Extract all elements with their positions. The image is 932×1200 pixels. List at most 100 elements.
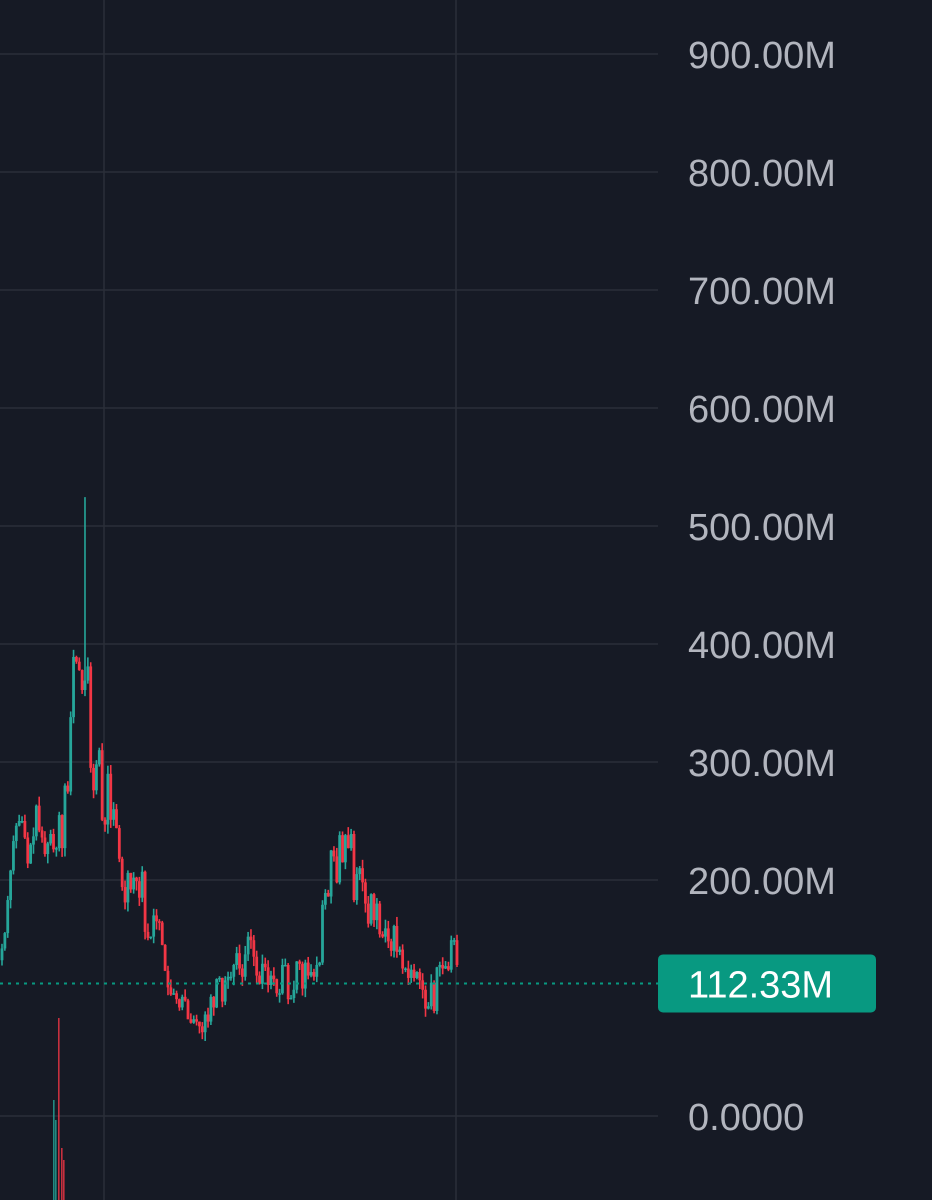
candle	[361, 859, 364, 892]
candle	[12, 835, 15, 875]
candle	[235, 946, 239, 970]
candle	[195, 1014, 198, 1026]
y-tick-label: 800.00M	[688, 153, 836, 195]
grid	[0, 0, 658, 1200]
candle	[409, 964, 413, 983]
candle	[266, 960, 270, 993]
candle	[332, 846, 336, 862]
volume-bar	[63, 1160, 65, 1200]
candle	[163, 944, 167, 972]
candle	[155, 909, 158, 930]
y-tick-label: 600.00M	[688, 389, 836, 431]
candle	[309, 964, 313, 978]
candle	[415, 971, 419, 980]
volume-bars	[53, 1018, 65, 1200]
candle	[95, 760, 98, 795]
candle	[178, 998, 181, 1011]
candle	[238, 944, 241, 975]
candle	[14, 823, 18, 849]
y-axis[interactable]: 900.00M 800.00M 700.00M 600.00M 500.00M 400.0…	[688, 35, 836, 1139]
candle	[364, 878, 367, 913]
candle	[115, 803, 118, 829]
candle	[298, 959, 302, 970]
candle	[255, 950, 259, 984]
candle	[198, 1021, 201, 1034]
current-price-badge: 112.33M	[658, 954, 876, 1013]
candle	[261, 954, 264, 990]
candle	[52, 828, 55, 853]
candle	[92, 763, 95, 799]
candle	[258, 971, 261, 985]
candle	[69, 711, 73, 796]
candle	[212, 996, 216, 1016]
candle	[129, 872, 133, 893]
candles	[0, 497, 459, 1042]
candle	[117, 825, 121, 863]
candle	[312, 968, 316, 981]
candle	[192, 1015, 196, 1024]
y-tick-label: 300.00M	[688, 743, 836, 785]
y-tick-label: 500.00M	[688, 507, 836, 549]
candle	[375, 898, 379, 930]
candle	[306, 956, 310, 980]
candle	[398, 946, 402, 956]
candle	[57, 811, 61, 852]
candle	[83, 497, 87, 697]
candle	[17, 814, 21, 827]
candle	[323, 889, 327, 910]
candle	[452, 937, 456, 946]
candle	[252, 935, 256, 967]
candle	[232, 963, 236, 986]
candle	[441, 957, 445, 975]
candle	[166, 965, 170, 996]
candle	[389, 938, 393, 957]
candle	[97, 747, 101, 767]
candle	[26, 832, 30, 869]
candle	[103, 817, 107, 832]
volume-bar	[53, 1100, 55, 1200]
candle	[157, 919, 161, 931]
candle	[40, 826, 44, 843]
candle	[89, 662, 93, 773]
candle	[106, 765, 110, 834]
candle	[301, 961, 304, 996]
candle	[269, 970, 273, 990]
candle	[66, 781, 70, 794]
candle	[123, 880, 127, 910]
candle	[418, 968, 422, 990]
candle	[189, 1013, 193, 1024]
candle	[137, 876, 141, 906]
candle	[46, 841, 50, 864]
candle	[378, 900, 382, 938]
candle	[226, 971, 230, 989]
candle	[455, 934, 459, 967]
candle	[404, 967, 407, 973]
candle	[6, 895, 10, 938]
candle	[146, 923, 150, 941]
candle	[243, 945, 247, 981]
candle	[100, 743, 104, 822]
candle	[20, 816, 24, 824]
candle	[447, 961, 450, 972]
candle	[369, 893, 373, 926]
candle	[240, 964, 244, 986]
candle	[169, 979, 173, 996]
candle	[444, 961, 447, 969]
candle	[321, 900, 324, 965]
candle	[149, 936, 153, 940]
candle	[206, 1007, 210, 1028]
candle	[60, 814, 64, 857]
candle	[386, 920, 390, 949]
candle	[77, 657, 81, 671]
candle	[43, 831, 47, 857]
candle	[223, 976, 227, 1006]
candle	[289, 995, 293, 1000]
candle	[63, 783, 67, 857]
candle	[109, 765, 113, 828]
candle	[152, 908, 156, 944]
candle	[135, 876, 138, 891]
candle	[352, 830, 356, 903]
candle	[278, 988, 281, 1003]
